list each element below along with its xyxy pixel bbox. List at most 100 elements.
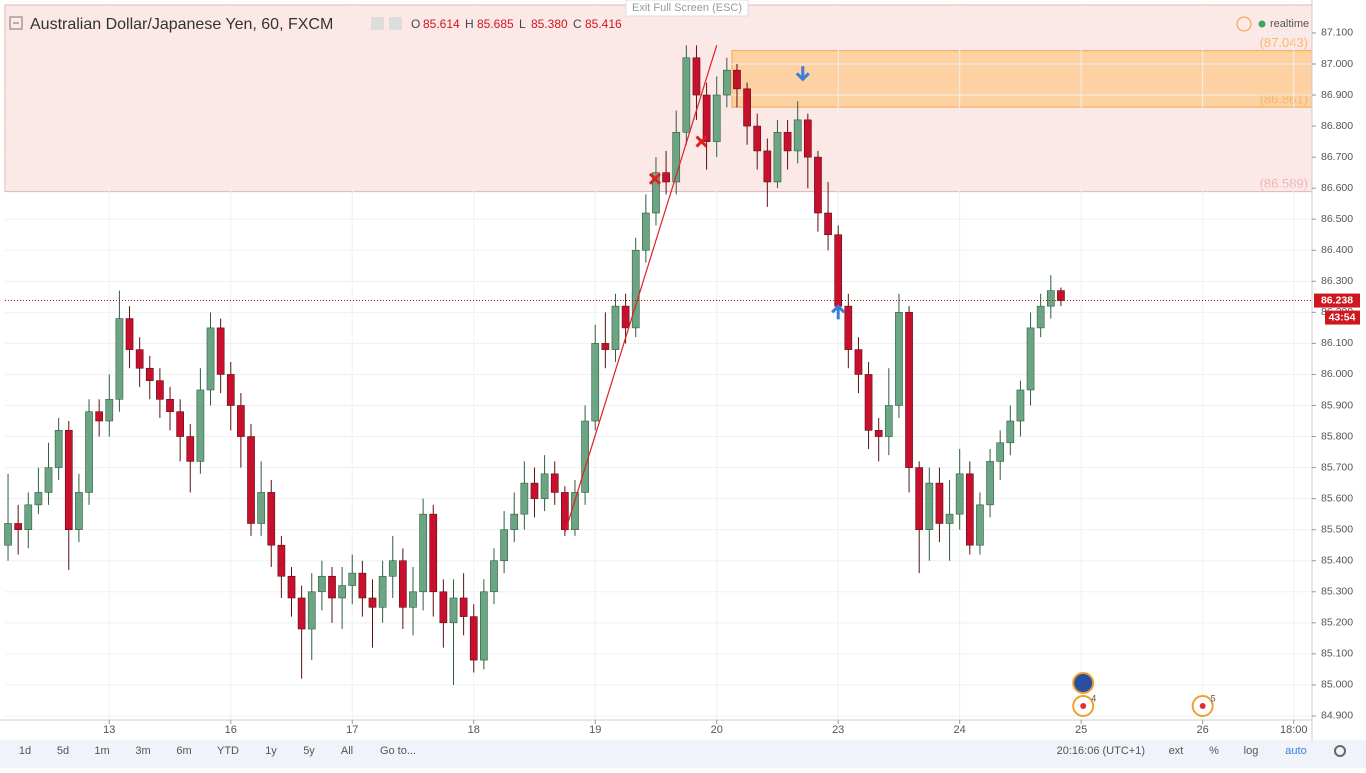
candle-body: [591, 343, 600, 422]
candle-body: [206, 327, 215, 391]
y-tick-label: 87.100: [1321, 27, 1353, 39]
y-tick-label: 86.800: [1321, 120, 1353, 132]
candle-body: [348, 572, 357, 586]
candle-body: [490, 560, 498, 593]
candle-body: [135, 349, 144, 369]
candle-body: [773, 131, 782, 183]
collapse-icon[interactable]: [9, 16, 23, 30]
candle-body: [510, 513, 519, 530]
y-tick-label: 86.300: [1321, 275, 1353, 287]
candle-body: [287, 575, 296, 599]
range-button[interactable]: 1d: [19, 745, 31, 757]
candle-body: [996, 442, 1005, 462]
ohlc-value: 85.416: [585, 17, 622, 31]
candle-body: [277, 544, 286, 577]
marker-cross: [695, 135, 708, 148]
ohlc-key: L: [519, 17, 526, 31]
x-tick-label: 25: [1075, 724, 1087, 736]
y-tick-label: 86.500: [1321, 213, 1353, 225]
range-button[interactable]: 5y: [303, 745, 315, 757]
candle-body: [14, 523, 23, 530]
option-button[interactable]: log: [1244, 745, 1259, 757]
settings-gear[interactable]: [1334, 745, 1346, 757]
candle-body: [388, 560, 397, 577]
candle-body: [540, 473, 549, 499]
event-count: 5: [1211, 693, 1216, 703]
status: realtime: [1270, 18, 1309, 30]
option-button[interactable]: %: [1209, 745, 1219, 757]
candle-body: [166, 398, 174, 413]
candle-body: [267, 492, 276, 546]
range-button[interactable]: 5d: [57, 745, 69, 757]
candle-body: [925, 482, 934, 530]
y-tick-label: 84.900: [1321, 710, 1353, 722]
x-tick-label: 16: [225, 724, 237, 736]
range-button[interactable]: 3m: [135, 745, 150, 757]
event-count: 4: [1091, 693, 1096, 703]
candle-body: [530, 482, 539, 499]
option-button[interactable]: ext: [1169, 745, 1184, 757]
exit-fullscreen-button[interactable]: [625, 0, 749, 17]
candle-body: [571, 492, 579, 530]
candle-body: [945, 513, 954, 524]
candle-body: [682, 57, 691, 133]
news-flag[interactable]: [1072, 672, 1095, 694]
range-button[interactable]: 6m: [176, 745, 191, 757]
x-tick-label: 19: [589, 724, 601, 736]
event-dot: [1199, 703, 1206, 709]
last-price-box: [1314, 293, 1360, 308]
event-dot: [1080, 703, 1087, 709]
y-tick-label: 85.300: [1321, 586, 1353, 598]
candle-body: [145, 367, 154, 381]
candle-body: [834, 234, 843, 307]
candle-body: [34, 492, 43, 506]
settings-icon[interactable]: [371, 17, 384, 30]
range-button[interactable]: 1y: [265, 745, 277, 757]
candle-body: [409, 591, 417, 608]
plot: (86.589) (86.861) (87.043): [4, 4, 1313, 720]
range-button[interactable]: All: [341, 745, 353, 757]
candle-body: [662, 172, 670, 183]
candle-body: [1006, 420, 1015, 444]
countdown: 43:54: [1329, 311, 1356, 323]
candle-body: [75, 492, 83, 530]
candle-body: [328, 575, 336, 599]
candle-body: [561, 492, 569, 530]
option-button[interactable]: auto: [1285, 745, 1306, 757]
zone: [731, 50, 1313, 108]
last-price-label: 86.238: [1321, 294, 1353, 306]
ohlc-value: 85.685: [477, 17, 514, 31]
candle-body: [652, 172, 660, 214]
x-tick-label: 18: [468, 724, 480, 736]
candle-body: [581, 420, 589, 493]
x-tick-label: 23: [832, 724, 844, 736]
zone-label: (86.589): [1260, 176, 1308, 191]
range-button[interactable]: Go to...: [380, 745, 416, 757]
symbol: Australian Dollar/Japanese Yen, 60, FXCM: [30, 16, 333, 33]
y-tick-label: 86.400: [1321, 244, 1353, 256]
x-tick-label: 18:00: [1280, 724, 1308, 736]
candle-body: [226, 374, 235, 406]
x-tick-label: 17: [346, 724, 358, 736]
candle-body: [1046, 290, 1055, 307]
candle-body: [237, 405, 245, 437]
range-button[interactable]: YTD: [217, 745, 239, 757]
settings-icon[interactable]: [389, 17, 402, 30]
candle-body: [550, 473, 559, 493]
y-tick-label: 85.700: [1321, 461, 1353, 473]
candle-body: [783, 131, 792, 152]
countdown-box: [1325, 310, 1360, 325]
exit-fullscreen[interactable]: Exit Full Screen (ESC): [632, 2, 742, 14]
candle-body: [733, 69, 741, 90]
x-tick-label: 20: [711, 724, 723, 736]
candle-body: [854, 349, 863, 375]
candle-body: [895, 312, 903, 406]
candle-body: [601, 343, 610, 350]
candle-body: [884, 405, 893, 437]
candle-body: [965, 473, 974, 546]
toolbar-items: 1d 5d 1m 3m 6m YTD 1y 5y All Go to... 20:16:06 (UT…: [19, 745, 1346, 757]
candle-body: [318, 575, 326, 593]
y-tick-label: 85.000: [1321, 679, 1353, 691]
ohlc-key: O: [411, 17, 420, 31]
range-button[interactable]: 1m: [94, 745, 109, 757]
